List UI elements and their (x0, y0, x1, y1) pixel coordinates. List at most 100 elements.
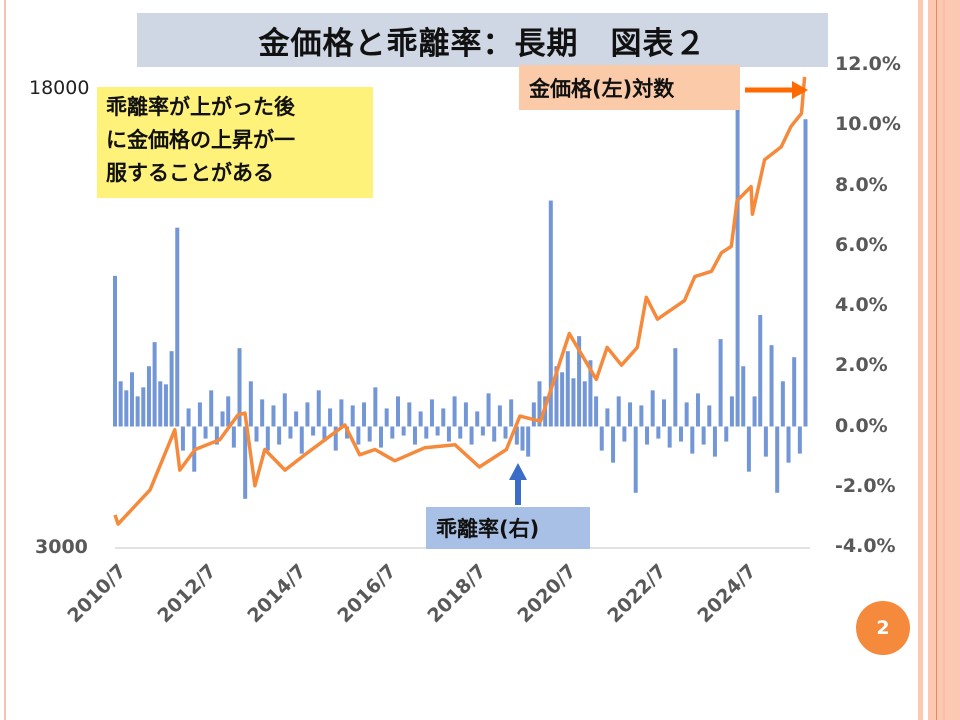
deviation-bar (690, 426, 695, 454)
deviation-bar (282, 393, 287, 427)
deviation-bar (718, 339, 723, 427)
deviation-bar (565, 351, 570, 427)
slide-border-right-line2 (943, 0, 945, 720)
deviation-bar (554, 366, 559, 427)
right-axis-tick-label: -2.0% (835, 474, 896, 497)
page-number-badge: 2 (856, 601, 910, 655)
right-axis-tick-label: 4.0% (835, 294, 888, 316)
deviation-bar (379, 426, 384, 448)
deviation-series-label: 乖離率(右) (426, 507, 590, 549)
deviation-bar (497, 405, 502, 427)
deviation-bar (797, 426, 802, 454)
deviation-bar (792, 357, 797, 427)
deviation-bar (254, 426, 259, 442)
deviation-bar (509, 399, 514, 427)
deviation-bar (650, 390, 655, 427)
deviation-bar (763, 426, 768, 457)
deviation-bar (367, 426, 372, 442)
deviation-bar (582, 381, 587, 427)
deviation-bar (492, 426, 497, 442)
gold-series-label: 金価格(左)対数 (519, 65, 740, 110)
deviation-bar (786, 426, 791, 463)
deviation-bar (707, 405, 712, 427)
deviation-bar (548, 200, 553, 427)
deviation-bar (265, 426, 270, 451)
deviation-bar (571, 378, 576, 427)
deviation-bar (463, 402, 468, 427)
deviation-bar (316, 390, 321, 427)
deviation-bar (152, 342, 157, 427)
deviation-bar (429, 399, 434, 427)
deviation-bar (639, 405, 644, 427)
deviation-bar (124, 390, 129, 427)
deviation-bar (209, 390, 214, 427)
deviation-bar (328, 408, 333, 427)
deviation-bar (520, 426, 525, 451)
deviation-bar (390, 426, 395, 439)
deviation-bar (186, 408, 191, 427)
deviation-bar (577, 336, 582, 427)
deviation-bar (729, 396, 734, 427)
deviation-bar (803, 119, 808, 427)
deviation-bar (775, 426, 780, 493)
deviation-bar (322, 426, 327, 442)
deviation-bar (260, 399, 265, 427)
deviation-bar (656, 426, 661, 439)
note-line: 乖離率が上がった後 (106, 95, 295, 119)
deviation-bar (220, 411, 225, 427)
deviation-bar (667, 426, 672, 448)
deviation-bar (780, 381, 785, 427)
deviation-bar (480, 426, 485, 436)
deviation-bar (407, 402, 412, 427)
deviation-bar (197, 402, 202, 427)
note-line: 服することがある (106, 161, 274, 185)
deviation-bar (129, 372, 134, 427)
deviation-bar (514, 426, 519, 445)
deviation-bar (588, 360, 593, 427)
deviation-bar (673, 348, 678, 427)
deviation-bar (231, 426, 236, 448)
gold-arrow-head-icon (792, 81, 808, 99)
deviation-bar (735, 95, 740, 427)
deviation-bar (724, 426, 729, 442)
gold-price-line (113, 76, 807, 526)
deviation-bar (214, 426, 219, 445)
right-axis-tick-label: 8.0% (835, 173, 888, 196)
deviation-bar (435, 426, 440, 436)
deviation-bar (311, 426, 316, 436)
right-axis-tick-label: 10.0% (835, 113, 901, 136)
deviation-bar (141, 387, 146, 427)
deviation-bar (452, 396, 457, 427)
deviation-bar (594, 396, 599, 427)
deviation-bar (294, 411, 299, 427)
left-axis-tick-label: 3000 (35, 536, 88, 558)
deviation-bar (486, 393, 491, 427)
deviation-bar (271, 405, 276, 427)
right-axis-tick-label: 12.0% (835, 53, 901, 75)
right-axis-tick-label: 0.0% (835, 414, 888, 437)
deviation-bar (503, 426, 508, 439)
note-line: に金価格の上昇が一 (106, 128, 295, 152)
deviation-bar (339, 399, 344, 427)
deviation-bar (645, 426, 650, 445)
deviation-bar (373, 387, 378, 427)
deviation-bar (158, 381, 163, 427)
slide-border-left (4, 0, 6, 720)
right-axis-tick-label: 2.0% (835, 354, 888, 377)
deviation-bar (446, 426, 451, 442)
deviation-bar (741, 366, 746, 427)
slide-title: 金価格と乖離率：長期 図表２ (137, 13, 828, 67)
slide-border-right (918, 0, 923, 720)
deviation-bar (118, 381, 123, 427)
deviation-bar (678, 426, 683, 442)
deviation-bar (288, 426, 293, 439)
deviation-bar (362, 402, 367, 427)
deviation-bar (441, 408, 446, 427)
deviation-bar (356, 426, 361, 445)
deviation-bar (633, 426, 638, 493)
deviation-bar (180, 426, 185, 451)
deviation-bar (412, 426, 417, 445)
deviation-bar (203, 426, 208, 439)
deviation-bar (163, 384, 168, 427)
deviation-bar (662, 399, 667, 427)
